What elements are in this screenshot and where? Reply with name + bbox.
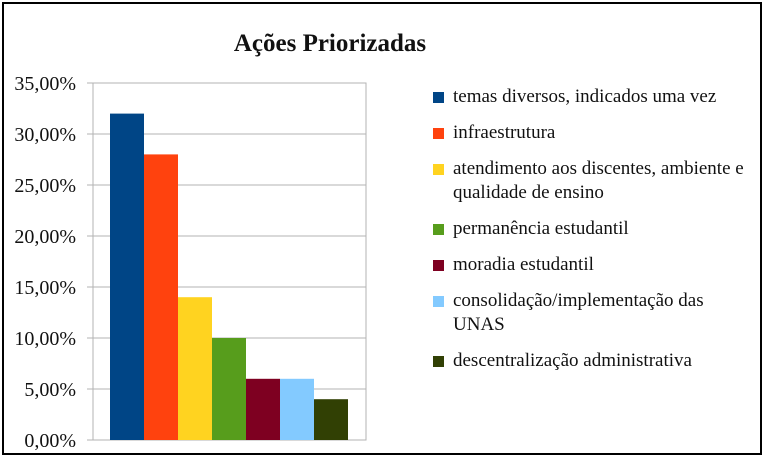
legend-label: atendimento aos discentes, ambiente e qu… bbox=[453, 158, 744, 203]
y-tick-label: 15,00% bbox=[14, 277, 76, 299]
legend-label: permanência estudantil bbox=[453, 218, 629, 239]
bar bbox=[246, 378, 280, 440]
y-tick-label: 10,00% bbox=[14, 328, 76, 350]
legend-item: consolidação/implementação das UNAS bbox=[433, 289, 753, 337]
bar bbox=[280, 378, 314, 440]
bar bbox=[144, 154, 178, 440]
legend-swatch bbox=[433, 356, 444, 367]
legend-label: consolidação/implementação das UNAS bbox=[453, 290, 704, 335]
legend-label: infraestrutura bbox=[453, 122, 556, 143]
bar bbox=[110, 113, 144, 440]
legend-item: permanência estudantil bbox=[433, 217, 753, 241]
y-tick-label: 0,00% bbox=[24, 430, 76, 452]
legend-item: moradia estudantil bbox=[433, 253, 753, 277]
y-tick-label: 35,00% bbox=[14, 73, 76, 95]
y-tick-label: 5,00% bbox=[24, 379, 76, 401]
y-tick-label: 20,00% bbox=[14, 226, 76, 248]
bar bbox=[314, 399, 348, 440]
legend-label: temas diversos, indicados uma vez bbox=[453, 86, 717, 107]
legend-swatch bbox=[433, 260, 444, 271]
legend-swatch bbox=[433, 224, 444, 235]
legend-item: temas diversos, indicados uma vez bbox=[433, 85, 753, 109]
legend-item: atendimento aos discentes, ambiente e qu… bbox=[433, 157, 753, 205]
legend-swatch bbox=[433, 92, 444, 103]
legend-label: moradia estudantil bbox=[453, 254, 594, 275]
legend-swatch bbox=[433, 164, 444, 175]
bar bbox=[212, 338, 246, 440]
chart-legend: temas diversos, indicados uma vez infraes… bbox=[433, 85, 753, 385]
chart-title: Ações Priorizadas bbox=[233, 30, 427, 57]
bar bbox=[178, 297, 212, 440]
legend-swatch bbox=[433, 296, 444, 307]
legend-item: descentralização administrativa bbox=[433, 349, 753, 373]
legend-label: descentralização administrativa bbox=[453, 350, 692, 371]
legend-item: infraestrutura bbox=[433, 121, 753, 145]
legend-swatch bbox=[433, 128, 444, 139]
y-tick-label: 25,00% bbox=[14, 175, 76, 197]
y-tick-label: 30,00% bbox=[14, 124, 76, 146]
